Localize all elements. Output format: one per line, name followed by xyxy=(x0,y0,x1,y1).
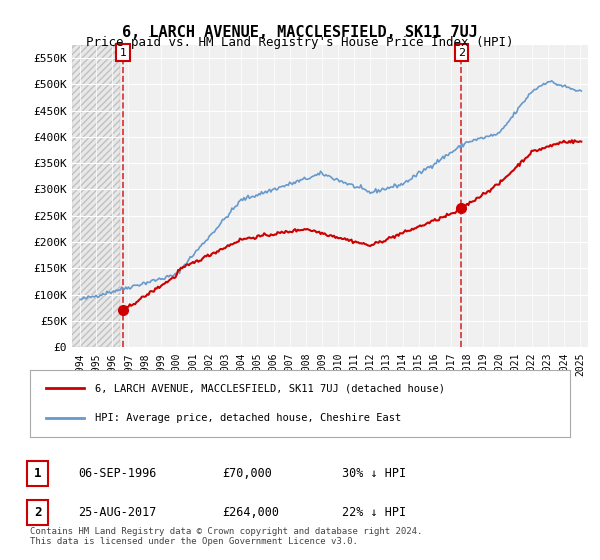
Text: £70,000: £70,000 xyxy=(222,466,272,480)
Text: 2: 2 xyxy=(458,48,465,58)
Text: £264,000: £264,000 xyxy=(222,506,279,519)
Text: 6, LARCH AVENUE, MACCLESFIELD, SK11 7UJ: 6, LARCH AVENUE, MACCLESFIELD, SK11 7UJ xyxy=(122,25,478,40)
Text: 1: 1 xyxy=(119,48,127,58)
Text: Contains HM Land Registry data © Crown copyright and database right 2024.
This d: Contains HM Land Registry data © Crown c… xyxy=(30,526,422,546)
Text: 2: 2 xyxy=(34,506,41,519)
Text: HPI: Average price, detached house, Cheshire East: HPI: Average price, detached house, Ches… xyxy=(95,413,401,423)
Text: 1: 1 xyxy=(34,466,41,480)
Text: 6, LARCH AVENUE, MACCLESFIELD, SK11 7UJ (detached house): 6, LARCH AVENUE, MACCLESFIELD, SK11 7UJ … xyxy=(95,384,445,394)
Text: 06-SEP-1996: 06-SEP-1996 xyxy=(78,466,157,480)
Text: Price paid vs. HM Land Registry's House Price Index (HPI): Price paid vs. HM Land Registry's House … xyxy=(86,36,514,49)
Text: 30% ↓ HPI: 30% ↓ HPI xyxy=(342,466,406,480)
Text: 25-AUG-2017: 25-AUG-2017 xyxy=(78,506,157,519)
Text: 22% ↓ HPI: 22% ↓ HPI xyxy=(342,506,406,519)
